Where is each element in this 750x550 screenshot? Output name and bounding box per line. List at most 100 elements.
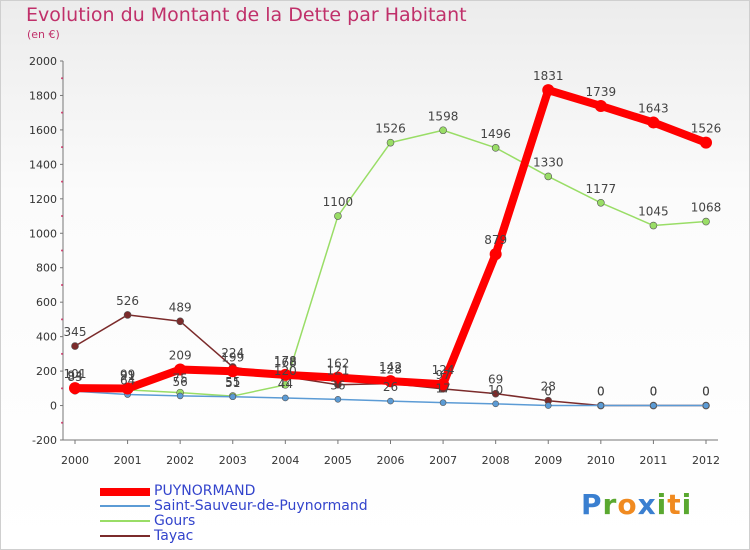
data-point	[121, 382, 134, 395]
data-point	[282, 394, 289, 402]
legend-label: Tayac	[154, 528, 194, 544]
x-tick-label: 2008	[482, 454, 510, 467]
x-tick-label: 2003	[219, 454, 247, 467]
data-label: 1526	[375, 122, 406, 136]
data-point	[281, 381, 290, 389]
y-minor-dot	[61, 387, 63, 390]
data-label: 64	[120, 374, 135, 388]
data-label: 0	[650, 385, 658, 399]
legend-label: PUYNORMAND	[154, 483, 256, 499]
data-label: 94	[67, 368, 82, 382]
data-point	[123, 311, 132, 319]
data-point	[489, 248, 502, 261]
data-label: 0	[597, 385, 605, 399]
data-point	[700, 136, 712, 149]
y-minor-dot	[61, 77, 63, 80]
series-gours	[71, 126, 710, 400]
y-tick-label: 2000	[29, 55, 57, 68]
x-tick-label: 2005	[324, 454, 352, 467]
y-tick-label: 600	[36, 296, 57, 309]
data-label: 55	[225, 375, 240, 389]
data-label: 97	[435, 368, 450, 382]
data-label: 36	[330, 378, 345, 392]
y-tick-label: 1600	[29, 124, 57, 137]
data-label: 168	[274, 356, 297, 370]
y-tick-label: 1400	[29, 158, 57, 171]
y-tick-label: 200	[36, 365, 57, 378]
legend-label: Gours	[154, 513, 196, 529]
data-label: 224	[221, 346, 244, 360]
data-label: 1330	[533, 155, 564, 169]
data-label: 209	[169, 349, 192, 363]
data-point	[334, 396, 342, 403]
axes: -200020040060080010001200140016001800200…	[29, 55, 720, 467]
data-point	[279, 368, 292, 381]
data-point	[491, 144, 500, 152]
y-minor-dot	[61, 421, 63, 424]
data-label: 1177	[586, 182, 617, 196]
data-point	[437, 378, 450, 391]
data-point	[331, 371, 344, 384]
x-tick-label: 2007	[429, 454, 457, 467]
data-point	[597, 402, 605, 409]
legend-swatch-saint-sauveur	[100, 505, 150, 507]
y-tick-label: 1800	[29, 89, 57, 102]
data-label: 0	[544, 385, 552, 399]
data-label: 1045	[638, 205, 669, 219]
data-label: 1100	[323, 195, 354, 209]
data-point	[71, 342, 79, 350]
series-puynormand	[69, 84, 712, 395]
data-point	[174, 363, 187, 376]
x-tick-label: 2004	[271, 454, 299, 467]
data-label: 1739	[586, 85, 617, 99]
data-label: 51	[225, 376, 240, 390]
data-label: 879	[484, 233, 507, 247]
data-point	[594, 99, 607, 112]
data-point	[387, 397, 394, 405]
legend-label: Saint-Sauveur-de-Puynormand	[154, 498, 368, 514]
logo-letter: x	[637, 488, 657, 521]
data-point	[597, 198, 605, 207]
legend-swatch-puynormand	[100, 488, 150, 496]
data-point	[384, 375, 397, 388]
data-point	[544, 172, 553, 181]
y-minor-dot	[61, 146, 63, 149]
data-label: 178	[274, 354, 297, 368]
y-minor-dot	[61, 318, 63, 321]
x-tick-label: 2001	[114, 454, 142, 467]
data-label: 0	[702, 385, 710, 399]
data-label: 91	[120, 369, 135, 383]
data-point	[544, 402, 552, 409]
data-label: 121	[326, 364, 349, 378]
y-minor-dot	[61, 249, 63, 252]
y-tick-label: 800	[36, 262, 57, 275]
x-tick-label: 2011	[639, 454, 667, 467]
y-tick-label: 1000	[29, 227, 57, 240]
data-label: 99	[120, 367, 135, 381]
chart-title: Evolution du Montant de la Dette par Hab…	[26, 4, 467, 26]
data-point	[647, 116, 660, 129]
data-point	[386, 138, 395, 147]
data-point	[439, 399, 447, 406]
x-tick-label: 2009	[534, 454, 562, 467]
data-label: 0	[702, 385, 710, 399]
data-label: 124	[432, 363, 455, 377]
series-layer	[69, 84, 712, 410]
data-point	[492, 400, 499, 408]
data-label: 162	[326, 357, 349, 371]
x-tick-label: 2002	[166, 454, 194, 467]
data-point	[439, 126, 447, 135]
data-point	[702, 217, 710, 226]
data-label: 1643	[638, 102, 669, 116]
data-label: 56	[173, 375, 188, 389]
chart-subtitle: (en €)	[27, 28, 60, 41]
data-point	[650, 402, 657, 409]
legend-swatch-gours	[100, 520, 150, 522]
data-label: 1526	[691, 122, 722, 136]
y-minor-dot	[61, 111, 63, 114]
data-point	[649, 221, 658, 230]
y-tick-label: 400	[36, 331, 57, 344]
y-minor-dot	[61, 180, 63, 183]
